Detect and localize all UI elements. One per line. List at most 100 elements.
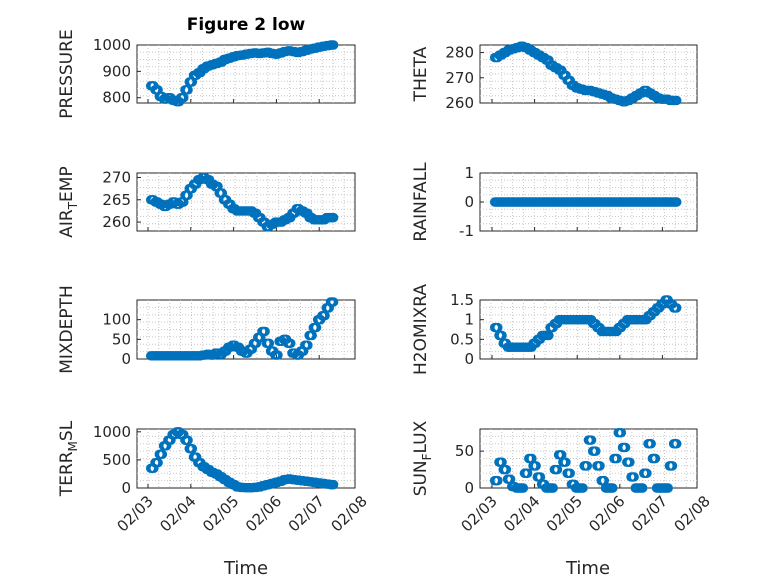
air_temp-ytick-label: 260: [102, 213, 131, 231]
pressure-series: [145, 40, 339, 107]
sun_flux-series: [489, 427, 682, 493]
xtick-label: 02/03: [458, 492, 501, 535]
subplot-pressure: 800 900 1000 PRESSURE: [57, 29, 356, 119]
sun_flux-data-point: [561, 457, 571, 467]
sun_flux-data-point: [586, 435, 597, 445]
sun_flux-data-point: [642, 468, 652, 478]
pressure-ytick-label: 800: [102, 89, 131, 107]
sun_flux-data-point: [493, 475, 503, 486]
air_temp-ytick-label: 265: [102, 191, 131, 209]
terr_msl-data-point: [328, 479, 339, 490]
mixdepth-ytick-label: 100: [102, 311, 131, 329]
sun_flux-data-point: [646, 439, 656, 449]
xtick-label: 02/04: [500, 492, 543, 535]
sun_flux-data-point: [548, 483, 558, 493]
sun_flux-data-point: [663, 483, 673, 493]
terr_msl-ytick-label: 1000: [93, 423, 131, 441]
sun_flux-data-point: [629, 472, 639, 482]
sun_flux-data-point: [578, 483, 588, 493]
xtick-label: 02/06: [585, 492, 628, 535]
sun_flux-data-point: [565, 468, 575, 478]
subplot-terr_msl: 0 500 1000 02/03 02/04 02/05 02/06 02/07 02/08 TE…: [57, 420, 371, 535]
theta-series: [489, 41, 682, 107]
mixdepth-ylabel: MIXDEPTH: [57, 285, 77, 374]
sun_flux-data-point: [501, 464, 512, 475]
terr_msl-ytick-label: 500: [102, 451, 131, 469]
mixdepth-series: [145, 297, 339, 361]
air_temp-ytick-label: 270: [102, 168, 131, 186]
sun_flux-data-point: [595, 461, 605, 471]
rainfall-data-point: [672, 197, 682, 207]
subplot-air_temp: 260 265 270 AIRTEMP: [57, 166, 356, 238]
pressure-ytick-label: 1000: [93, 36, 131, 54]
sun_flux-data-point: [591, 446, 601, 456]
rainfall-ytick-label: -1: [459, 222, 474, 240]
subplot-rainfall: -1 0 1 RAINFALL: [411, 162, 698, 242]
pressure-ylabel: PRESSURE: [57, 29, 77, 118]
sun_flux-data-point: [612, 453, 622, 464]
mixdepth-ytick-label: 0: [121, 350, 131, 368]
rainfall-ytick-label: 0: [464, 193, 474, 211]
x-axis-label-left: Time: [223, 558, 268, 579]
mixdepth-data-point: [273, 350, 283, 360]
sun_flux-data-point: [672, 439, 682, 449]
subplot-theta: 260 270 280 THETA: [411, 41, 698, 112]
h2omixra-series: [489, 295, 682, 352]
xtick-label: 02/04: [156, 492, 199, 535]
sun_flux-data-point: [518, 483, 529, 493]
sun_flux-ytick-label: 0: [464, 479, 474, 497]
terr_msl-ytick-label: 0: [121, 479, 131, 497]
sun_flux-data-point: [522, 468, 533, 478]
sun_flux-data-point: [608, 483, 618, 493]
xtick-label: 02/03: [114, 492, 157, 535]
rainfall-ylabel: RAINFALL: [411, 162, 431, 242]
xtick-label: 02/05: [543, 492, 586, 535]
xtick-label: 02/08: [328, 492, 371, 535]
h2omixra-data-point: [672, 303, 682, 313]
pressure-ytick-label: 900: [102, 62, 131, 80]
xtick-label: 02/08: [671, 492, 714, 535]
sun_flux-data-point: [620, 442, 631, 453]
figure-title: Figure 2 low: [187, 15, 306, 35]
mixdepth-data-point: [260, 326, 270, 337]
subplot-sun_flux: 0 50 02/03 02/04 02/05 02/06 02/07 02/08 SUNFLUX: [411, 420, 714, 535]
theta-data-point: [672, 95, 682, 106]
sun_flux-data-point: [582, 461, 593, 471]
sun_flux-data-point: [552, 464, 563, 475]
xtick-label: 02/07: [628, 492, 671, 535]
terr_msl-series: [145, 427, 339, 493]
theta-ytick-label: 260: [445, 94, 474, 112]
h2omixra-ytick-label: 0.5: [450, 330, 474, 348]
h2omixra-ytick-label: 1: [464, 311, 474, 329]
sun_flux-data-point: [625, 457, 635, 467]
mixdepth-data-point: [328, 297, 339, 307]
sun_flux-ytick-label: 50: [455, 442, 474, 460]
sun_flux-data-point: [616, 427, 627, 438]
air_temp-ylabel: AIRTEMP: [57, 166, 80, 237]
h2omixra-ylabel: H2OMIXRA: [411, 284, 431, 375]
x-axis-label-right: Time: [565, 558, 610, 579]
rainfall-ytick-label: 1: [464, 164, 474, 182]
sun_flux-data-point: [667, 461, 678, 471]
air_temp-data-point: [328, 212, 339, 223]
xtick-label: 02/06: [242, 492, 285, 535]
terr_msl-ylabel: TERRMSL: [57, 420, 80, 497]
sun_flux-data-point: [531, 461, 541, 471]
theta-ytick-label: 280: [445, 44, 474, 62]
theta-ytick-label: 270: [445, 69, 474, 87]
sun_flux-ylabel: SUNFLUX: [411, 420, 434, 496]
mixdepth-ytick-label: 50: [112, 330, 131, 348]
air_temp-series: [145, 172, 339, 232]
pressure-data-point: [328, 40, 339, 50]
xtick-label: 02/07: [285, 492, 328, 535]
theta-ylabel: THETA: [411, 46, 431, 102]
xtick-label: 02/05: [199, 492, 242, 535]
mixdepth-data-point: [303, 340, 313, 350]
sun_flux-data-point: [637, 483, 648, 493]
h2omixra-ytick-label: 1.5: [450, 291, 474, 309]
h2omixra-ytick-label: 0: [464, 350, 474, 368]
mixdepth-data-point: [286, 338, 296, 348]
